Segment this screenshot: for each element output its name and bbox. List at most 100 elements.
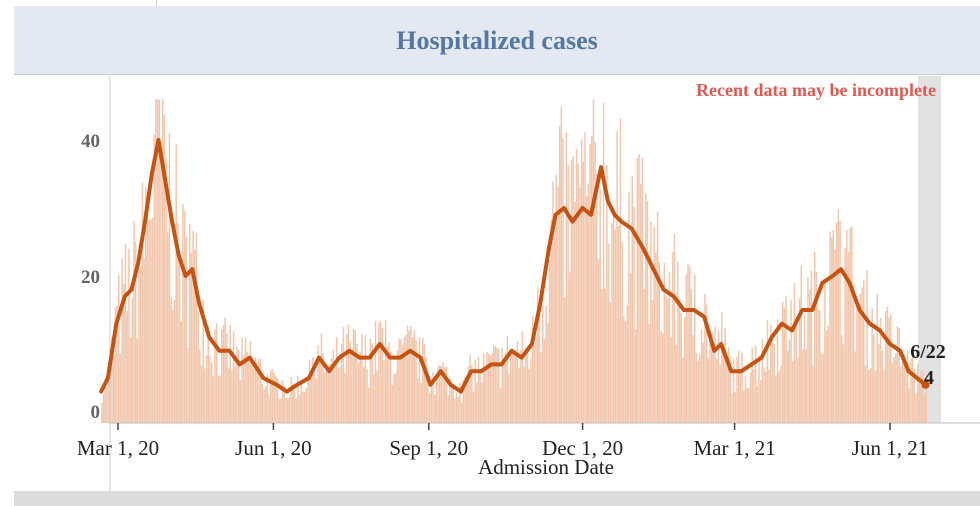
daily-bar <box>839 221 841 423</box>
daily-bar <box>651 299 654 423</box>
daily-bar <box>599 189 601 423</box>
daily-bar <box>893 357 895 423</box>
daily-bar <box>285 397 287 423</box>
daily-bar <box>302 391 304 423</box>
daily-bar <box>547 323 549 423</box>
daily-bar <box>521 331 524 423</box>
daily-bar <box>469 354 471 423</box>
daily-bar <box>820 353 823 423</box>
daily-bar <box>371 343 373 423</box>
daily-bar <box>386 347 389 423</box>
daily-bar <box>680 313 683 423</box>
daily-bar <box>756 386 759 423</box>
daily-bar <box>514 353 517 423</box>
daily-bar <box>352 328 355 423</box>
daily-bar <box>751 347 753 423</box>
daily-bar <box>896 326 899 423</box>
daily-bar <box>822 353 824 423</box>
daily-bar <box>572 156 574 424</box>
daily-bar <box>499 388 502 423</box>
daily-bar <box>114 307 117 423</box>
daily-bar <box>464 376 466 423</box>
daily-bar <box>143 258 145 423</box>
daily-bar <box>398 338 400 423</box>
daily-bar <box>403 337 405 423</box>
daily-bar <box>477 357 480 423</box>
daily-bar <box>330 358 333 423</box>
daily-bar <box>817 308 819 423</box>
daily-bar <box>636 158 639 424</box>
chart-title: Hospitalized cases <box>396 26 598 55</box>
daily-bar <box>327 365 329 423</box>
daily-bar <box>178 262 181 423</box>
daily-bar <box>481 382 483 423</box>
daily-bar <box>324 372 326 423</box>
daily-bar <box>455 392 458 423</box>
daily-bar <box>337 368 340 423</box>
daily-bar <box>150 219 152 423</box>
daily-bar <box>104 377 106 423</box>
daily-bar <box>906 350 909 423</box>
daily-bar <box>158 99 161 424</box>
daily-bar <box>523 366 525 423</box>
daily-bar <box>601 289 603 423</box>
daily-bar <box>204 368 206 423</box>
daily-bar <box>868 370 870 423</box>
daily-bar <box>119 353 122 423</box>
daily-bar <box>660 331 662 423</box>
daily-bar <box>888 317 890 423</box>
daily-bar <box>797 357 799 423</box>
daily-bar <box>793 282 796 423</box>
daily-bar <box>354 330 356 423</box>
daily-bar <box>232 331 235 423</box>
daily-bar <box>545 305 547 423</box>
daily-bar <box>379 320 382 423</box>
daily-bar <box>645 193 647 423</box>
daily-bar <box>739 369 742 423</box>
daily-bar <box>168 132 171 424</box>
daily-bar <box>422 337 424 423</box>
daily-bar <box>303 392 306 423</box>
daily-bar <box>634 329 637 423</box>
daily-bar <box>550 219 552 423</box>
daily-bar <box>489 355 492 423</box>
daily-bar <box>342 326 345 423</box>
daily-bar <box>911 356 914 423</box>
daily-bar <box>913 368 916 423</box>
daily-bar <box>538 314 541 423</box>
daily-bar <box>873 334 875 423</box>
x-tick-label: Jun 1, 21 <box>852 436 928 460</box>
daily-bar <box>780 365 782 423</box>
daily-bar <box>531 315 534 423</box>
daily-bar <box>685 274 688 423</box>
daily-bar <box>227 367 230 423</box>
daily-bar <box>259 359 262 423</box>
daily-bar <box>476 382 478 423</box>
daily-bar <box>557 186 559 423</box>
daily-bar <box>722 343 725 423</box>
daily-bar <box>121 258 123 423</box>
footer-bar <box>14 491 980 506</box>
daily-bar <box>827 325 829 423</box>
daily-bar <box>592 99 595 423</box>
y-tick-label: 20 <box>81 267 100 288</box>
daily-bar <box>237 349 240 423</box>
daily-bar <box>239 380 242 423</box>
daily-bar <box>281 379 284 423</box>
daily-bar <box>653 226 655 423</box>
daily-bar <box>876 293 878 423</box>
daily-bar <box>558 126 561 423</box>
daily-bar <box>173 299 176 423</box>
daily-bar <box>457 396 460 423</box>
daily-bar <box>884 311 887 423</box>
daily-bar <box>349 341 351 423</box>
daily-bar <box>111 336 113 423</box>
daily-bar <box>197 310 199 423</box>
daily-bar <box>471 364 473 423</box>
daily-bar <box>202 299 204 423</box>
daily-bar <box>582 161 585 423</box>
daily-bar <box>866 269 868 423</box>
daily-bar <box>322 353 324 423</box>
daily-bar <box>604 288 607 423</box>
daily-bar <box>467 366 470 423</box>
